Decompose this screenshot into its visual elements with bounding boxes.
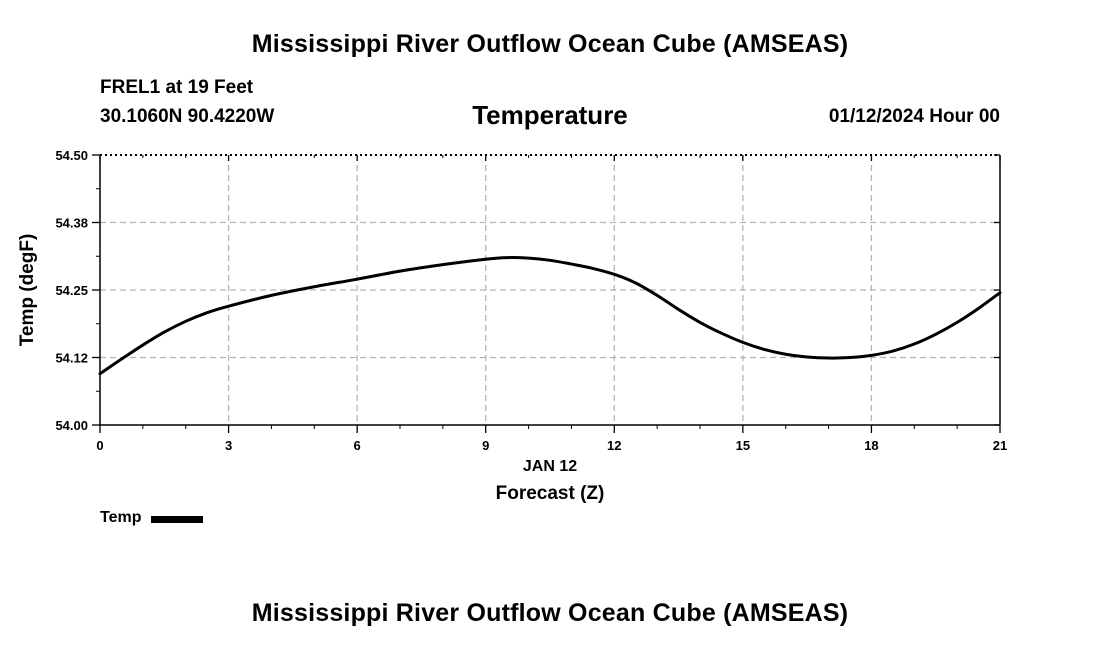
legend: Temp: [100, 509, 204, 527]
forecast-datetime: 01/12/2024 Hour 00: [828, 106, 1000, 127]
x-tick-label: 21: [993, 438, 1007, 453]
x-tick-label: 12: [607, 438, 621, 453]
y-tick-label: 54.50: [55, 148, 88, 163]
y-tick-label: 54.25: [55, 283, 88, 298]
y-tick-label: 54.00: [55, 418, 88, 433]
series-layer: [98, 256, 1002, 376]
x-tick-label: 3: [225, 438, 232, 453]
chart-title: Temperature: [472, 100, 628, 130]
x-axis-label: Forecast (Z): [495, 483, 605, 504]
y-tick-label: 54.38: [55, 216, 88, 231]
y-axis-label: Temp (degF): [17, 233, 38, 347]
x-tick-label: 18: [864, 438, 878, 453]
x-tick-label: 6: [354, 438, 361, 453]
station-coordinates: 30.1060N 90.4220W: [100, 106, 275, 127]
tick-label-layer: 0 3 6 9 12 15 18 21 54.00 54.12 54.25 54.38 54.50: [55, 148, 1007, 453]
page-footer-title: Mississippi River Outflow Ocean Cube (AM…: [251, 599, 849, 627]
series-line-temp: [98, 256, 1002, 376]
grid-layer: [100, 155, 1000, 425]
legend-line-swatch: [151, 516, 204, 523]
y-tick-label: 54.12: [55, 351, 88, 366]
x-tick-label: 9: [482, 438, 489, 453]
x-axis-date-label: JAN 12: [522, 458, 578, 475]
station-name: FREL1 at 19 Feet: [100, 77, 254, 98]
page-title: Mississippi River Outflow Ocean Cube (AM…: [251, 30, 849, 58]
axis-layer: [92, 154, 1001, 433]
x-tick-label: 0: [96, 438, 103, 453]
x-tick-label: 15: [736, 438, 750, 453]
legend-label: Temp: [100, 509, 142, 526]
